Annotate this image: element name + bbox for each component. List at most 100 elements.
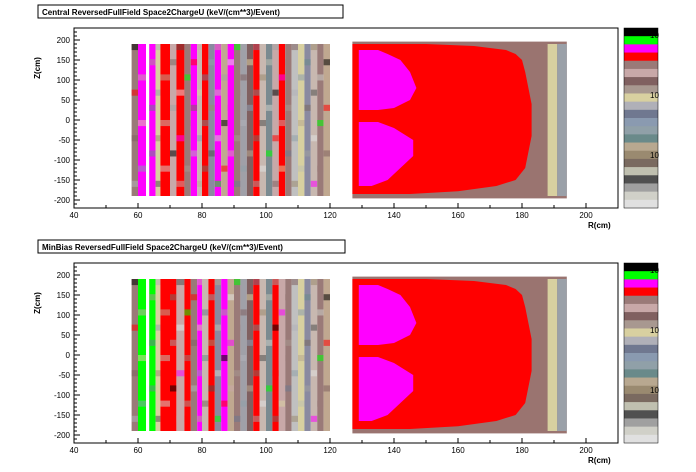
- palette-swatch: [624, 52, 658, 62]
- outer-edge-strip-2: [557, 279, 567, 431]
- ring-band-2: [149, 44, 156, 196]
- x-tick-label: 140: [387, 211, 401, 220]
- palette-swatch: [624, 199, 658, 209]
- y-tick-label: 0: [66, 116, 71, 125]
- ring-cell-14-4: [227, 339, 234, 346]
- x-tick-label: 160: [451, 446, 465, 455]
- ring-cell-19-5: [259, 355, 266, 362]
- ring-cell-18-0: [253, 279, 260, 286]
- palette-swatch: [624, 60, 658, 70]
- ring-cell-21-9: [272, 180, 279, 187]
- ring-cell-26-7: [304, 385, 311, 392]
- ring-band-29: [323, 44, 330, 196]
- palette-label: 10: [650, 266, 659, 275]
- x-axis-label: R(cm): [588, 456, 611, 465]
- ring-cell-16-5: [240, 120, 247, 127]
- magenta-region-upper: [358, 50, 417, 110]
- ring-cell-29-7: [323, 150, 330, 157]
- ring-cell-18-3: [253, 89, 260, 96]
- ring-cell-12-6: [214, 370, 222, 377]
- palette-swatch: [624, 312, 658, 321]
- ring-cell-25-5: [298, 120, 305, 127]
- ring-cell-29-1: [323, 59, 330, 66]
- x-tick-label: 80: [198, 211, 207, 220]
- ring-cell-10-8: [202, 400, 209, 407]
- palette-swatch: [624, 150, 658, 160]
- x-tick-label: 40: [70, 446, 79, 455]
- palette-swatch: [624, 287, 658, 297]
- ring-cell-2-7: [149, 385, 156, 392]
- ring-cell-21-0: [272, 279, 279, 286]
- palette-swatch: [624, 85, 658, 94]
- ring-cell-20-1: [266, 294, 273, 301]
- ring-cell-16-2: [240, 309, 247, 316]
- palette-label: 10: [650, 326, 659, 335]
- y-tick-label: 100: [57, 311, 71, 320]
- ring-cell-12-0: [214, 279, 222, 286]
- ring-band-26: [304, 44, 311, 196]
- ring-cell-20-4: [266, 339, 273, 346]
- y-tick-label: -150: [54, 411, 71, 420]
- ring-cell-2-7: [149, 150, 156, 157]
- ring-cell-22-8: [278, 400, 286, 407]
- ring-band-26: [304, 279, 311, 431]
- ring-cell-24-6: [291, 370, 298, 377]
- ring-band-0: [131, 44, 138, 196]
- palette-swatch: [624, 328, 658, 338]
- ring-band-21: [272, 279, 279, 431]
- ring-cell-0-0: [131, 279, 138, 286]
- ring-band-8: [190, 44, 198, 196]
- ring-cell-10-5: [202, 120, 209, 127]
- ring-cell-9-6: [197, 135, 202, 142]
- ring-cell-8-4: [190, 339, 198, 346]
- x-tick-label: 160: [451, 211, 465, 220]
- ring-cell-24-3: [291, 324, 298, 331]
- ring-cell-11-7: [208, 385, 215, 392]
- ring-cell-15-6: [234, 370, 241, 377]
- x-tick-label: 80: [198, 446, 207, 455]
- ring-cell-12-3: [214, 89, 222, 96]
- palette-swatch: [624, 142, 658, 152]
- ring-cell-15-3: [234, 324, 241, 331]
- ring-cell-17-4: [246, 339, 254, 346]
- palette-swatch: [624, 118, 658, 127]
- ring-cell-18-3: [253, 324, 260, 331]
- ring-cell-19-5: [259, 120, 266, 127]
- ring-band-21: [272, 44, 279, 196]
- x-tick-label: 60: [134, 211, 143, 220]
- x-tick-label: 40: [70, 211, 79, 220]
- ring-cell-25-5: [298, 355, 305, 362]
- ring-band-23: [285, 279, 292, 431]
- title-box: [37, 239, 346, 254]
- ring-cell-26-4: [304, 339, 311, 346]
- ring-cell-4-2: [160, 309, 170, 316]
- ring-cell-1-2: [138, 74, 146, 81]
- ring-cell-3-9: [155, 180, 161, 187]
- ring-cell-4-8: [160, 165, 170, 172]
- ring-cell-24-0: [291, 279, 298, 286]
- y-tick-label: 50: [61, 96, 70, 105]
- magenta-region-upper: [358, 285, 417, 345]
- ring-cell-13-5: [221, 120, 228, 127]
- ring-band-17: [246, 44, 254, 196]
- ring-cell-29-4: [323, 339, 330, 346]
- ring-cell-14-7: [227, 150, 234, 157]
- palette-swatch: [624, 93, 658, 103]
- ring-cell-16-5: [240, 355, 247, 362]
- ring-cell-13-2: [221, 309, 228, 316]
- ring-cell-28-8: [317, 400, 324, 407]
- palette-label: 10: [650, 31, 659, 40]
- ring-cell-6-0: [176, 279, 185, 286]
- ring-cell-18-6: [253, 135, 260, 142]
- ring-band-29: [323, 279, 330, 431]
- ring-cell-18-9: [253, 180, 260, 187]
- ring-cell-9-3: [197, 324, 202, 331]
- ring-cell-23-1: [285, 59, 292, 66]
- y-axis-label: Z(cm): [33, 292, 42, 314]
- ring-cell-2-4: [149, 104, 156, 111]
- ring-cell-16-8: [240, 165, 247, 172]
- palette-swatch: [624, 336, 658, 346]
- ring-band-9: [197, 279, 202, 431]
- ring-band-11: [208, 44, 215, 196]
- chart-title: MinBias ReversedFullField Space2ChargeU …: [42, 243, 283, 252]
